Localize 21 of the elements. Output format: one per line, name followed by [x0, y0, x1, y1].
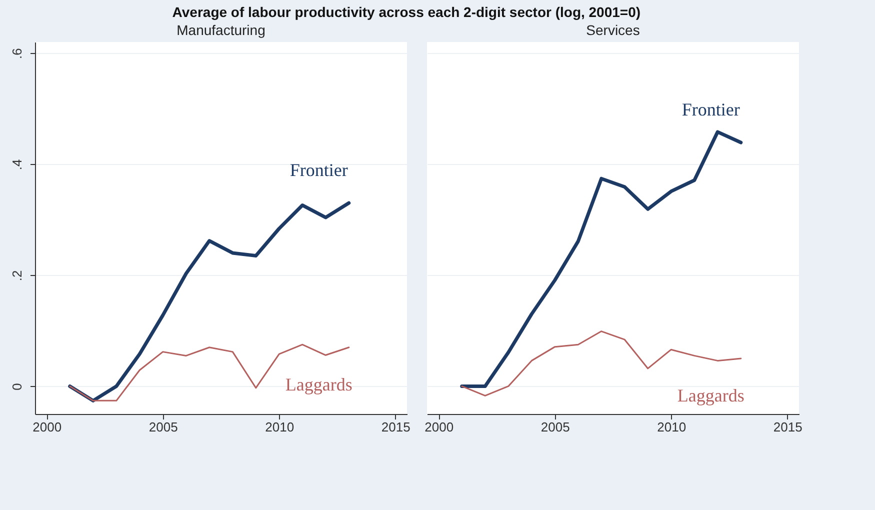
x-tick-label: 2010 — [265, 420, 294, 434]
series-label: Frontier — [290, 160, 348, 180]
x-tick-label: 2005 — [540, 420, 570, 434]
line-series — [68, 201, 351, 402]
y-tick-label: 0 — [10, 383, 24, 390]
chart-subtitle: Services — [586, 22, 640, 38]
line-series — [69, 344, 350, 402]
series-label: Laggards — [677, 385, 744, 406]
x-tick-label: 2000 — [424, 420, 454, 434]
x-tick-label: 2010 — [657, 420, 686, 434]
y-tick-label: .2 — [10, 270, 24, 282]
y-tick-label: .4 — [10, 159, 24, 170]
x-tick-label: 2000 — [32, 420, 62, 434]
chart-subtitle: Manufacturing — [176, 22, 266, 38]
x-tick-label: 2005 — [148, 420, 178, 434]
x-tick-label: 2015 — [381, 420, 410, 434]
y-tick-label: .6 — [10, 48, 24, 60]
series-label: Laggards — [285, 374, 352, 394]
chart-title: Average of labour productivity across each 2-digit sector (log, 2001=0) — [172, 4, 641, 20]
x-tick-label: 2015 — [773, 420, 802, 434]
series-label: Frontier — [682, 99, 740, 120]
